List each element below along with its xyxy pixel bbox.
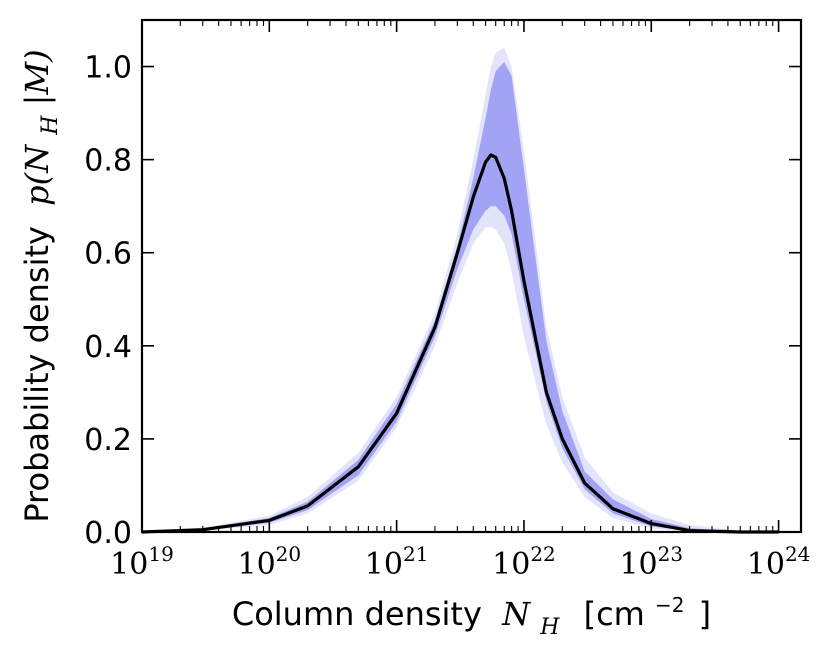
x-axis-label: Column density N H [cm −2 ]	[232, 582, 711, 642]
y-axis-label-math-subscript: H	[38, 115, 63, 136]
plot-frame	[140, 18, 803, 534]
x-tick-label: 1022	[492, 542, 556, 582]
y-tick-label: 1.0	[84, 51, 132, 86]
tick-labels: 0.0 0.2 0.4 0.6 0.8 1.0 1019 1020 1021 1022 1023 10…	[84, 51, 810, 582]
y-axis-label-math-suffix: |M)	[18, 49, 56, 105]
x-axis-label-symbol: N	[501, 595, 531, 633]
x-axis-label-unit-prefix: [cm	[584, 595, 645, 633]
inner-band-area	[142, 61, 779, 533]
median-line	[141, 153, 779, 534]
x-axis-label-text: Column density	[232, 595, 482, 633]
y-axis-label-math-prefix: p(N	[18, 144, 56, 206]
x-axis-label-unit-exp: −2	[655, 593, 684, 617]
x-tick-label: 1023	[619, 542, 683, 582]
y-tick-label: 0.4	[84, 330, 132, 365]
y-tick-label: 0.8	[84, 144, 132, 179]
y-tick-label: 0.0	[84, 516, 132, 551]
y-tick-label: 0.2	[84, 423, 132, 458]
x-tick-label: 1024	[747, 542, 811, 582]
x-axis-label-subscript: H	[539, 615, 560, 640]
x-tick-label: 1021	[365, 542, 429, 582]
y-axis-label: Probability density p(N H |M)	[18, 49, 65, 522]
axis-ticks	[141, 20, 801, 533]
y-tick-label: 0.6	[84, 237, 132, 272]
y-axis-label-text: Probability density	[18, 226, 56, 523]
x-tick-label: 1020	[237, 542, 301, 582]
x-tick-label: 1019	[110, 542, 174, 582]
outer-band-area	[142, 47, 779, 533]
x-axis-label-unit-suffix: ]	[699, 595, 711, 633]
plot-content	[141, 47, 779, 534]
